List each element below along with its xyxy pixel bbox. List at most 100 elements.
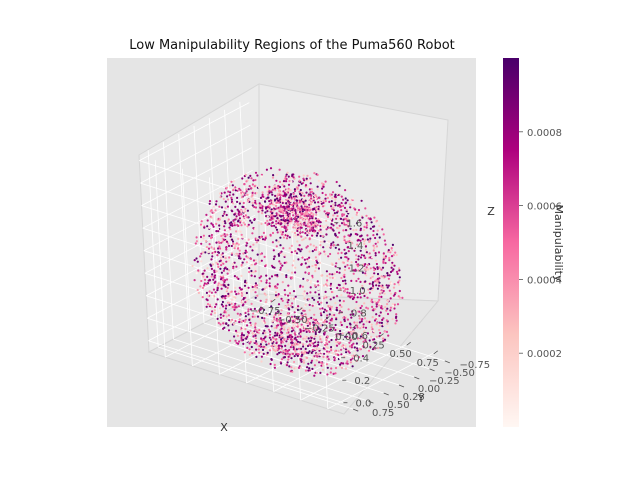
data-point [376, 287, 379, 290]
data-point [331, 191, 335, 194]
data-point [332, 372, 335, 375]
data-point [225, 213, 228, 217]
data-point [230, 290, 233, 293]
data-point [259, 196, 263, 199]
data-point [323, 210, 326, 213]
data-point [246, 209, 249, 212]
data-point [323, 352, 326, 355]
data-point [221, 300, 224, 304]
data-point [221, 214, 224, 217]
data-point [319, 231, 323, 234]
data-point [264, 340, 267, 343]
data-point [292, 192, 295, 195]
data-point [223, 220, 226, 223]
data-point [242, 191, 245, 194]
wall-gridline [143, 250, 339, 314]
data-point [318, 297, 321, 300]
data-point [226, 268, 229, 271]
data-point [275, 173, 279, 176]
data-point [308, 225, 311, 228]
data-point [242, 303, 245, 306]
data-point [302, 337, 305, 340]
data-point [286, 234, 289, 237]
data-point [219, 256, 222, 259]
data-point [223, 311, 226, 314]
data-point [309, 280, 313, 283]
data-point [337, 252, 340, 255]
data-point [324, 197, 327, 200]
data-point [254, 337, 257, 340]
data-point [261, 205, 264, 208]
data-point [268, 295, 271, 298]
data-point [229, 320, 232, 323]
data-point [258, 345, 261, 348]
data-point [227, 244, 231, 247]
data-point [224, 200, 227, 203]
data-point [250, 177, 253, 180]
data-point [213, 275, 216, 278]
data-point [303, 325, 306, 328]
data-point [274, 294, 278, 297]
data-point [340, 366, 344, 369]
data-point [243, 223, 247, 226]
data-point [285, 331, 289, 335]
data-point [326, 245, 329, 248]
data-point [293, 311, 296, 314]
data-point [368, 349, 371, 352]
floor-gridline [300, 341, 411, 401]
data-point [330, 349, 333, 352]
data-point [279, 266, 282, 269]
data-point [334, 246, 337, 249]
data-point [291, 230, 294, 233]
data-point [390, 247, 393, 250]
data-point [319, 338, 322, 341]
data-point [286, 335, 289, 339]
data-point [199, 235, 203, 239]
data-point [329, 287, 332, 290]
data-point [299, 216, 302, 219]
data-point [314, 270, 317, 273]
data-point [274, 331, 277, 334]
data-point [208, 303, 212, 306]
data-point [312, 197, 315, 200]
data-point [254, 270, 257, 273]
data-point [209, 236, 213, 240]
data-point [393, 303, 396, 306]
data-point [195, 272, 198, 275]
data-point [321, 235, 324, 238]
data-point [234, 205, 237, 208]
data-point [223, 225, 226, 228]
data-point [314, 326, 317, 329]
data-point [214, 291, 217, 294]
data-point [336, 214, 339, 218]
y-tick-label: −0.75 [460, 360, 491, 371]
data-point [284, 305, 287, 308]
data-point [367, 217, 370, 220]
data-point [262, 231, 265, 234]
y-tick-label: 0.75 [372, 408, 394, 419]
data-point [277, 187, 280, 190]
data-point [310, 361, 313, 364]
data-point [345, 215, 349, 218]
data-point [276, 324, 280, 327]
data-point [344, 189, 347, 192]
data-point [293, 251, 296, 254]
data-point [257, 222, 260, 225]
data-point [344, 217, 348, 221]
data-point [284, 352, 287, 355]
data-point [262, 345, 265, 348]
wall-gridline [178, 134, 190, 332]
data-point [224, 222, 227, 225]
floor-gridline [173, 338, 369, 402]
data-point [302, 202, 305, 205]
data-point [332, 243, 336, 247]
data-point [304, 271, 307, 274]
data-point [293, 355, 296, 358]
data-point [200, 252, 203, 255]
data-point [361, 263, 365, 266]
data-point [253, 340, 256, 343]
data-point [291, 335, 294, 338]
data-point [397, 281, 400, 284]
data-point [293, 188, 296, 191]
data-point [317, 322, 320, 325]
